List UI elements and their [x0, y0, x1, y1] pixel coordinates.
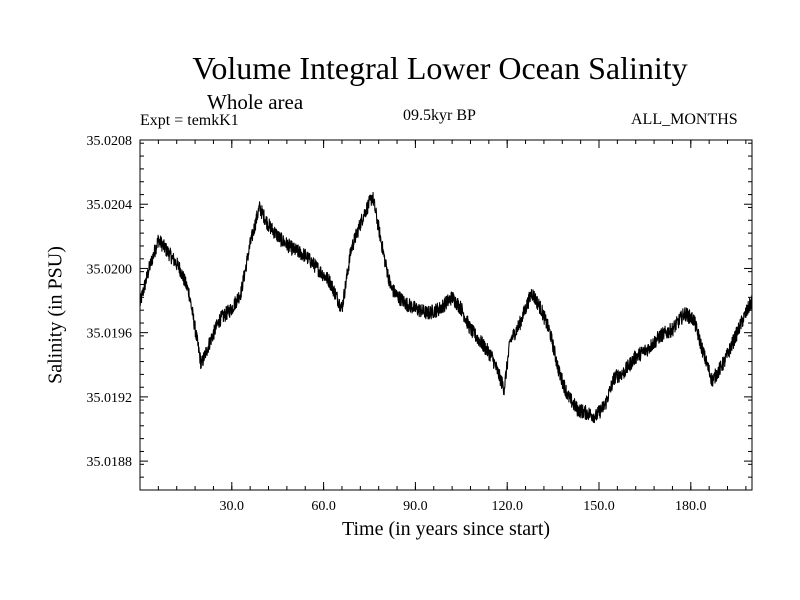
chart-title: Volume Integral Lower Ocean Salinity: [192, 50, 688, 86]
x-tick-label: 120.0: [491, 499, 523, 514]
x-tick-label: 90.0: [403, 499, 428, 514]
x-tick-label: 30.0: [220, 499, 245, 514]
x-tick-label: 150.0: [583, 499, 615, 514]
plot-frame: [139, 139, 753, 491]
x-axis-label: Time (in years since start): [341, 518, 551, 540]
y-tick-label: 35.0188: [87, 455, 133, 470]
months-label: ALL_MONTHS: [631, 111, 738, 128]
ticks-layer: 30.0 60.0 90.0 120.0 150.0 180.0 35.0188 35.019…: [87, 134, 752, 514]
period-label: 09.5kyr BP: [403, 107, 476, 124]
x-tick-label: 180.0: [675, 499, 707, 514]
y-tick-label: 35.0204: [87, 198, 133, 213]
y-tick-label: 35.0192: [87, 391, 133, 406]
experiment-label: Expt = temkK1: [140, 112, 239, 129]
series-line: [139, 191, 753, 424]
x-tick-label: 60.0: [311, 499, 336, 514]
series-layer: [139, 191, 753, 424]
y-tick-label: 35.0208: [87, 134, 133, 149]
chart-subtitle: Whole area: [207, 90, 304, 114]
y-tick-label: 35.0196: [87, 327, 133, 342]
y-tick-label: 35.0200: [87, 262, 133, 277]
